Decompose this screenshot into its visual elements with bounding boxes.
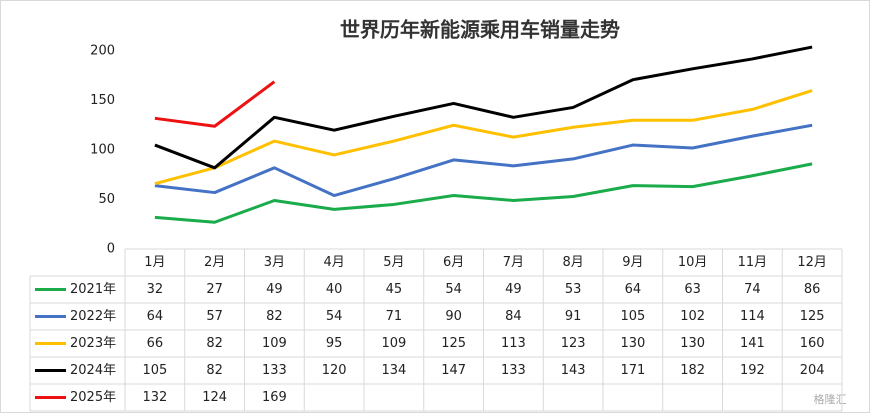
table-value: 40: [326, 282, 343, 297]
table-value: 130: [620, 336, 645, 351]
table-value: 125: [441, 336, 466, 351]
table-value: 169: [262, 390, 287, 405]
table-value: 182: [680, 363, 705, 378]
table-value: 204: [800, 363, 825, 378]
x-tick-label: 9月: [622, 255, 643, 270]
watermark: 格隆汇: [814, 392, 847, 406]
table-value: 74: [744, 282, 761, 297]
x-tick-label: 6月: [443, 255, 464, 270]
table-value: 71: [386, 309, 403, 324]
table-value: 54: [445, 282, 462, 297]
x-tick-label: 12月: [797, 255, 827, 270]
table-value: 141: [740, 336, 765, 351]
table-value: 49: [266, 282, 283, 297]
y-tick-label: 200: [90, 44, 115, 59]
legend-label: 2021年: [70, 282, 116, 297]
y-tick-label: 50: [98, 192, 115, 207]
table-value: 124: [202, 390, 227, 405]
table-value: 133: [262, 363, 287, 378]
x-tick-label: 2月: [204, 255, 225, 270]
table-value: 82: [266, 309, 283, 324]
legend-label: 2025年: [70, 390, 116, 405]
table-value: 132: [142, 390, 167, 405]
y-tick-label: 0: [107, 242, 115, 257]
table-value: 91: [565, 309, 582, 324]
chart-title: 世界历年新能源乘用车销量走势: [340, 18, 620, 42]
table-value: 120: [322, 363, 347, 378]
table-value: 130: [680, 336, 705, 351]
table-value: 64: [625, 282, 642, 297]
table-value: 114: [740, 309, 765, 324]
table-value: 109: [381, 336, 406, 351]
table-value: 57: [206, 309, 223, 324]
table-value: 82: [206, 363, 223, 378]
x-tick-label: 10月: [678, 255, 708, 270]
legend-label: 2022年: [70, 309, 116, 324]
table-value: 109: [262, 336, 287, 351]
table-value: 125: [800, 309, 825, 324]
table-value: 113: [501, 336, 526, 351]
table-value: 53: [565, 282, 582, 297]
series-line: [154, 123, 813, 198]
x-tick-label: 7月: [503, 255, 524, 270]
table-value: 102: [680, 309, 705, 324]
table-value: 49: [505, 282, 522, 297]
legend-label: 2024年: [70, 363, 116, 378]
table-value: 105: [142, 363, 167, 378]
table-value: 82: [206, 336, 223, 351]
table-value: 105: [620, 309, 645, 324]
table-value: 54: [326, 309, 343, 324]
y-tick-label: 150: [90, 93, 115, 108]
table-value: 134: [381, 363, 406, 378]
legend-label: 2023年: [70, 336, 116, 351]
x-tick-label: 11月: [738, 255, 768, 270]
table-value: 95: [326, 336, 343, 351]
table-value: 32: [147, 282, 164, 297]
table-value: 123: [561, 336, 586, 351]
x-tick-label: 3月: [264, 255, 285, 270]
table-value: 147: [441, 363, 466, 378]
series-line: [154, 80, 276, 128]
table-value: 84: [505, 309, 522, 324]
x-tick-label: 1月: [144, 255, 165, 270]
table-value: 66: [147, 336, 164, 351]
table-value: 192: [740, 363, 765, 378]
table-value: 45: [386, 282, 403, 297]
table-value: 133: [501, 363, 526, 378]
series-line: [154, 89, 813, 186]
y-tick-label: 100: [90, 143, 115, 158]
table-value: 86: [804, 282, 821, 297]
x-tick-label: 8月: [562, 255, 583, 270]
series-line: [154, 162, 813, 224]
table-value: 64: [147, 309, 164, 324]
series-line: [154, 45, 813, 170]
table-value: 143: [561, 363, 586, 378]
x-tick-label: 4月: [323, 255, 344, 270]
table-value: 160: [800, 336, 825, 351]
table-value: 27: [206, 282, 223, 297]
table-value: 90: [445, 309, 462, 324]
table-value: 63: [684, 282, 701, 297]
table-value: 171: [620, 363, 645, 378]
x-tick-label: 5月: [383, 255, 404, 270]
